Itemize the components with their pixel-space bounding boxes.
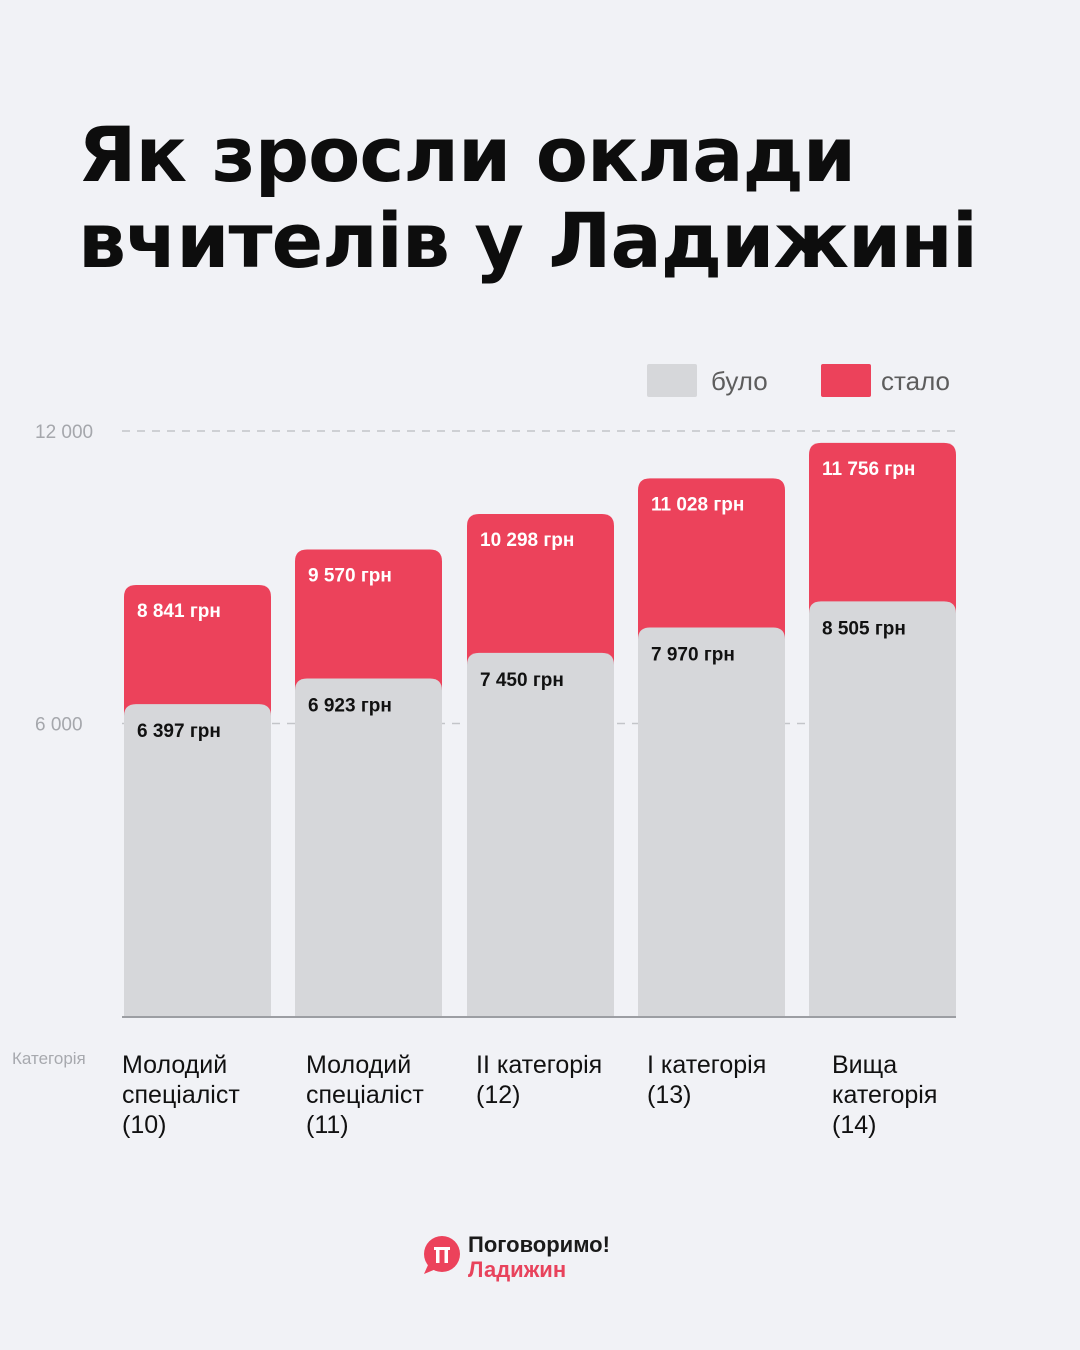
x-tick-label: Молодий спеціаліст (10) bbox=[122, 1050, 240, 1140]
data-label-before: 6 923 грн bbox=[308, 696, 392, 717]
data-label-after: 9 570 грн bbox=[308, 565, 392, 586]
x-tick-label-line: I категорія bbox=[647, 1051, 767, 1079]
data-label-before: 8 505 грн bbox=[822, 618, 906, 639]
x-tick-label-line: Молодий bbox=[122, 1051, 228, 1079]
x-tick-label-line: Молодий bbox=[306, 1051, 412, 1079]
x-tick-label: II категорія (12) bbox=[476, 1050, 602, 1110]
x-tick-label-line: (13) bbox=[647, 1081, 692, 1109]
bar-before bbox=[124, 704, 271, 1016]
y-tick-label: 12 000 bbox=[35, 422, 93, 443]
legend-label-before: було bbox=[711, 366, 768, 396]
data-label-after: 10 298 грн bbox=[480, 530, 574, 551]
data-label-after: 11 028 грн bbox=[651, 494, 744, 515]
x-tick-label-line: (12) bbox=[476, 1081, 521, 1109]
bar-before bbox=[809, 601, 956, 1016]
data-label-before: 6 397 грн bbox=[137, 721, 221, 742]
x-axis-title: Категорія bbox=[12, 1049, 86, 1068]
x-tick-label: Молодий спеціаліст (11) bbox=[306, 1050, 424, 1140]
bar-before bbox=[467, 652, 614, 1016]
x-tick-label-line: Вища bbox=[832, 1051, 898, 1079]
bar-before bbox=[295, 678, 442, 1016]
speech-bubble-logo-icon bbox=[424, 1236, 460, 1274]
x-tick-label-line: спеціаліст bbox=[122, 1081, 240, 1109]
x-tick-label-line: категорія bbox=[832, 1081, 938, 1109]
data-label-after: 11 756 грн bbox=[822, 459, 915, 480]
data-label-before: 7 970 грн bbox=[651, 644, 735, 665]
data-label-after: 8 841 грн bbox=[137, 601, 221, 622]
chart-title: Як зросли оклади вчителів у Ладижині bbox=[78, 110, 978, 285]
x-tick-label-line: (14) bbox=[832, 1111, 877, 1139]
x-tick-label: I категорія (13) bbox=[647, 1050, 766, 1110]
legend-swatch-before bbox=[647, 364, 697, 397]
x-tick-label-line: (11) bbox=[306, 1111, 349, 1139]
x-tick-label-line: II категорія bbox=[476, 1051, 603, 1079]
x-tick-label-line: (10) bbox=[122, 1111, 167, 1139]
brand-logo: Поговоримо! Ладижин bbox=[422, 1232, 662, 1288]
logo-line-1: Поговоримо! bbox=[468, 1232, 610, 1257]
legend-label-after: стало bbox=[881, 366, 950, 396]
legend-swatch-after bbox=[821, 364, 871, 397]
data-label-before: 7 450 грн bbox=[480, 670, 564, 691]
y-tick-label: 6 000 bbox=[35, 715, 83, 736]
x-tick-label: Вища категорія (14) bbox=[832, 1050, 937, 1140]
bar-before bbox=[638, 627, 785, 1016]
x-tick-label-line: спеціаліст bbox=[306, 1081, 424, 1109]
logo-line-2: Ладижин bbox=[468, 1257, 567, 1282]
